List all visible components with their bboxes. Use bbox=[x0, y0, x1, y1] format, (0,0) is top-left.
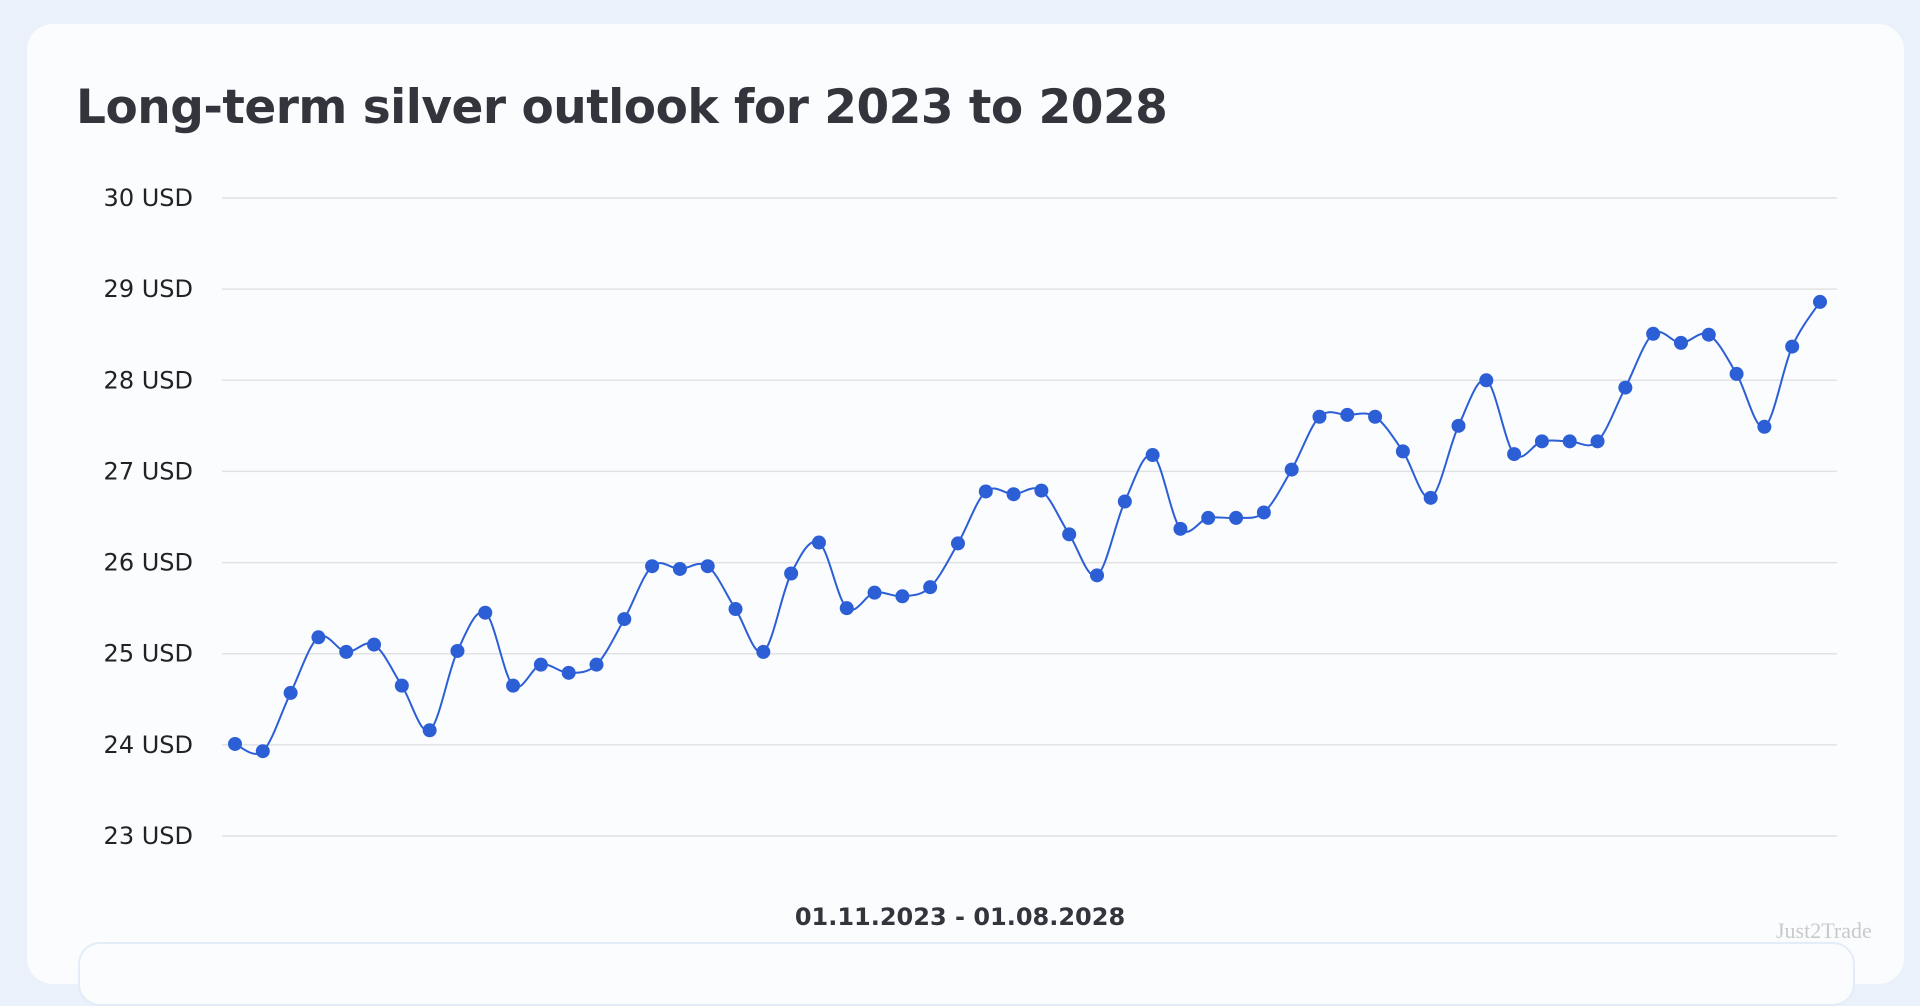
data-point[interactable] bbox=[1284, 462, 1299, 477]
data-point[interactable] bbox=[561, 665, 576, 680]
y-tick-label: 25 USD bbox=[104, 640, 193, 668]
data-point[interactable] bbox=[700, 559, 715, 574]
y-tick-label: 26 USD bbox=[104, 549, 193, 577]
data-point[interactable] bbox=[478, 605, 493, 620]
data-point[interactable] bbox=[1006, 487, 1021, 502]
line-chart: 23 USD 24 USD 25 USD 26 USD 27 USD 28 USD 29 U… bbox=[104, 184, 1837, 850]
data-point[interactable] bbox=[1507, 447, 1522, 462]
chart-card bbox=[27, 24, 1904, 984]
data-point[interactable] bbox=[1729, 366, 1744, 381]
data-point[interactable] bbox=[617, 612, 632, 627]
data-point[interactable] bbox=[1451, 418, 1466, 433]
data-point[interactable] bbox=[1145, 448, 1160, 463]
data-point[interactable] bbox=[1757, 419, 1772, 434]
data-point[interactable] bbox=[339, 644, 354, 659]
data-point[interactable] bbox=[589, 657, 604, 672]
data-point[interactable] bbox=[672, 561, 687, 576]
data-point[interactable] bbox=[1062, 527, 1077, 542]
data-point[interactable] bbox=[950, 536, 965, 551]
watermark: Just2Trade bbox=[1776, 918, 1872, 943]
data-point[interactable] bbox=[1590, 434, 1605, 449]
data-point[interactable] bbox=[1423, 490, 1438, 505]
data-point[interactable] bbox=[811, 535, 826, 550]
y-tick-label: 29 USD bbox=[104, 275, 193, 303]
data-point[interactable] bbox=[1173, 521, 1188, 536]
data-point[interactable] bbox=[1395, 444, 1410, 459]
data-point[interactable] bbox=[283, 685, 298, 700]
y-tick-label: 23 USD bbox=[104, 822, 193, 850]
data-point[interactable] bbox=[978, 484, 993, 499]
y-tick-label: 27 USD bbox=[104, 457, 193, 485]
page-title: Long-term silver outlook for 2023 to 202… bbox=[76, 80, 1168, 135]
data-point[interactable] bbox=[255, 744, 270, 759]
data-point[interactable] bbox=[1034, 483, 1049, 498]
data-point[interactable] bbox=[506, 678, 521, 693]
data-point[interactable] bbox=[1229, 510, 1244, 525]
data-point[interactable] bbox=[394, 678, 409, 693]
data-point[interactable] bbox=[1673, 335, 1688, 350]
data-point[interactable] bbox=[1201, 510, 1216, 525]
data-point[interactable] bbox=[867, 585, 882, 600]
series-line bbox=[234, 301, 1821, 755]
data-point[interactable] bbox=[1618, 380, 1633, 395]
data-point[interactable] bbox=[728, 602, 743, 617]
data-point[interactable] bbox=[1090, 568, 1105, 583]
data-point[interactable] bbox=[1479, 373, 1494, 388]
data-point[interactable] bbox=[422, 723, 437, 738]
data-point[interactable] bbox=[1534, 434, 1549, 449]
data-point[interactable] bbox=[1813, 294, 1827, 309]
data-point[interactable] bbox=[1562, 434, 1577, 449]
data-point[interactable] bbox=[923, 580, 938, 595]
data-point[interactable] bbox=[645, 559, 660, 574]
data-point[interactable] bbox=[533, 657, 548, 672]
data-point[interactable] bbox=[756, 644, 771, 659]
y-tick-label: 30 USD bbox=[104, 184, 193, 212]
data-point[interactable] bbox=[1701, 327, 1716, 342]
data-point[interactable] bbox=[228, 736, 242, 751]
data-point[interactable] bbox=[450, 643, 465, 658]
bottom-panel bbox=[78, 942, 1855, 1006]
data-point[interactable] bbox=[1340, 407, 1355, 422]
data-point[interactable] bbox=[1785, 339, 1800, 354]
data-point[interactable] bbox=[1312, 409, 1327, 424]
y-tick-label: 24 USD bbox=[104, 731, 193, 759]
data-point[interactable] bbox=[1256, 505, 1271, 520]
y-tick-label: 28 USD bbox=[104, 366, 193, 394]
data-point[interactable] bbox=[1646, 326, 1661, 341]
data-point[interactable] bbox=[311, 630, 326, 645]
data-point[interactable] bbox=[839, 601, 854, 616]
data-point[interactable] bbox=[367, 637, 382, 652]
data-point[interactable] bbox=[1368, 409, 1383, 424]
x-axis-label: 01.11.2023 - 01.08.2028 bbox=[794, 903, 1126, 931]
data-point[interactable] bbox=[1117, 494, 1132, 509]
data-point[interactable] bbox=[784, 566, 799, 581]
data-point[interactable] bbox=[895, 589, 910, 604]
